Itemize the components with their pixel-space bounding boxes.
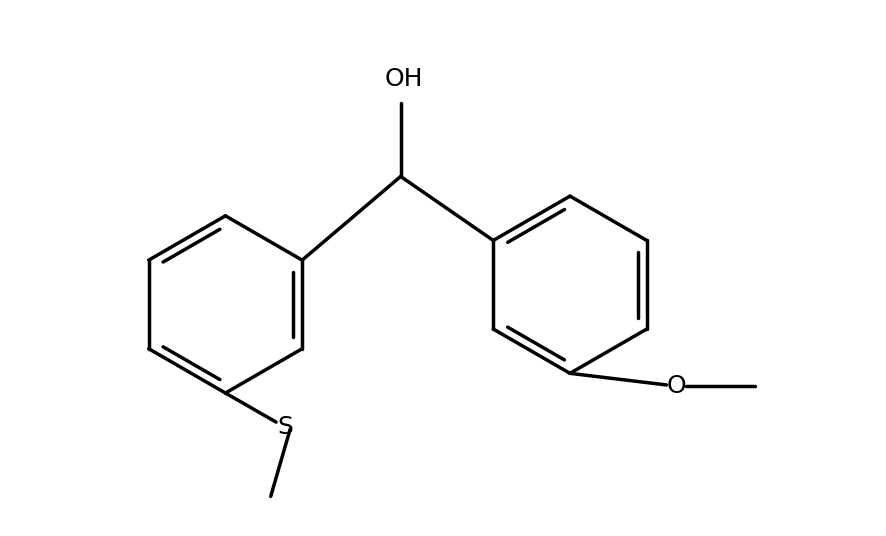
Text: O: O bbox=[666, 374, 686, 398]
Text: OH: OH bbox=[385, 67, 423, 91]
Text: S: S bbox=[277, 415, 293, 440]
